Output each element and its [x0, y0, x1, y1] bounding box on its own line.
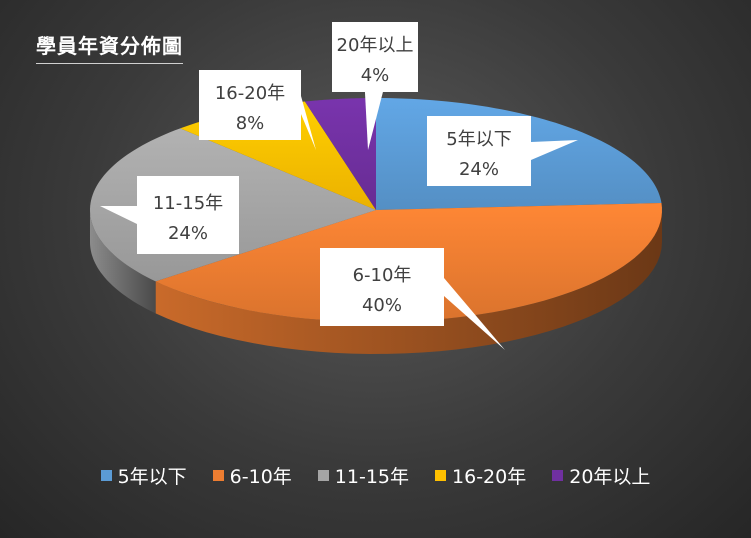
legend-item: 20年以上: [552, 462, 650, 489]
chart-title: 學員年資分佈圖: [36, 30, 183, 64]
legend-item: 5年以下: [100, 462, 187, 489]
data-label-value: 40%: [362, 295, 402, 316]
data-label-category: 16-20年: [215, 83, 285, 104]
callout-pointer: [444, 278, 505, 350]
legend-item: 6-10年: [212, 462, 292, 489]
legend-swatch: [317, 470, 329, 481]
data-label-value: 24%: [168, 223, 208, 244]
legend-swatch: [552, 470, 564, 481]
data-label-box: [332, 22, 418, 92]
legend-swatch: [435, 470, 447, 481]
data-label-box: [199, 70, 301, 140]
data-labels: 5年以下 24% 6-10年 40% 11-15年 24% 16-20年 8% 20年以上 4%: [100, 22, 578, 350]
pie-side-2: [90, 210, 156, 314]
legend-label: 5年以下: [117, 466, 187, 488]
legend-swatch: [100, 470, 112, 481]
legend-swatch: [212, 470, 224, 481]
legend-label: 11-15年: [334, 466, 410, 488]
data-label-category: 6-10年: [353, 265, 412, 286]
callout-pointer: [364, 92, 383, 150]
legend: 5年以下 6-10年 11-15年 16-20年 20年以上: [0, 462, 751, 489]
data-label-category: 11-15年: [153, 193, 223, 214]
data-label-value: 4%: [361, 65, 390, 86]
data-label-box: [427, 116, 531, 186]
legend-item: 16-20年: [435, 462, 526, 489]
legend-item: 11-15年: [317, 462, 410, 489]
data-label-category: 20年以上: [337, 35, 414, 56]
legend-label: 6-10年: [229, 466, 292, 488]
data-label-value: 8%: [236, 113, 265, 134]
legend-label: 16-20年: [452, 466, 527, 488]
data-label-value: 24%: [459, 159, 499, 180]
pie-side-1: [155, 210, 662, 354]
legend-label: 20年以上: [569, 466, 651, 488]
pie-sides: [90, 210, 662, 354]
data-label-category: 5年以下: [446, 129, 511, 150]
callout-pointer: [301, 96, 316, 150]
data-label-box: [320, 248, 444, 326]
pie-slice-4: [304, 98, 376, 210]
callout-pointer: [531, 140, 578, 160]
data-label-box: [137, 176, 239, 254]
callout-pointer: [100, 206, 137, 224]
